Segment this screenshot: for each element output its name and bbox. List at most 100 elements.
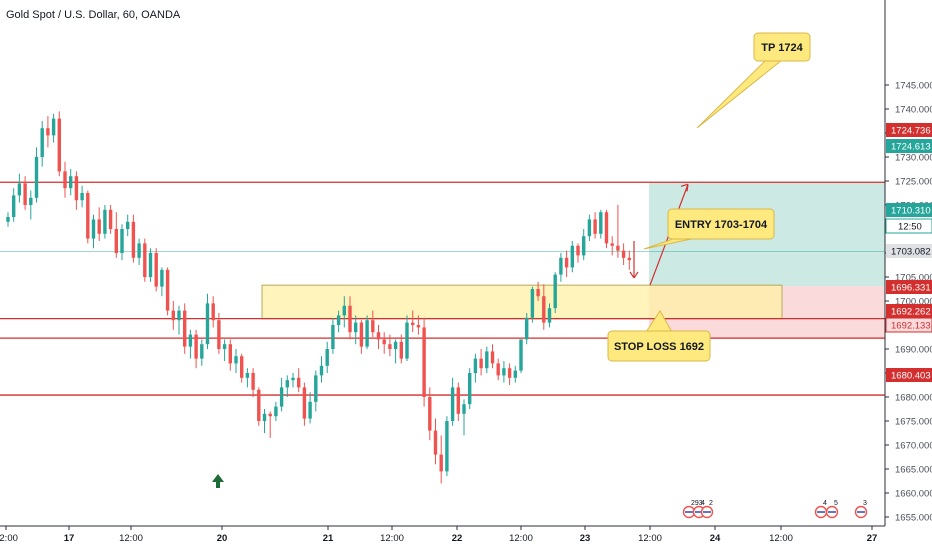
time-tick-label: 12:00	[380, 533, 404, 544]
candle	[507, 363, 512, 385]
candle-body	[536, 289, 540, 297]
candle	[331, 317, 335, 354]
time-tick-label: 12:00	[769, 533, 793, 544]
candle	[582, 229, 586, 261]
candle	[536, 281, 540, 301]
candle-body	[46, 128, 50, 136]
price-tag-bg	[886, 123, 932, 137]
candle-body	[559, 257, 563, 275]
candle-body	[376, 332, 381, 340]
candle-body	[74, 176, 79, 201]
price-tag-bg	[885, 218, 932, 234]
candle	[291, 373, 295, 388]
price-tag-bg	[886, 304, 932, 318]
candle	[336, 310, 341, 333]
candle	[445, 416, 449, 477]
price-tag-label: 1710.310	[891, 206, 931, 217]
candle	[314, 370, 318, 412]
time-axis[interactable]: 12:00 17 12:00 20 21 12:00 22 12:00 23 12:00 24 12:…	[0, 525, 885, 544]
candle-body	[148, 253, 153, 277]
price-tag-bg	[886, 368, 932, 382]
candle-body	[171, 310, 175, 321]
candle	[211, 296, 215, 328]
candle	[604, 209, 609, 249]
candle-body	[365, 320, 369, 347]
candle	[519, 339, 523, 373]
candle	[40, 121, 44, 167]
candle	[137, 238, 141, 265]
candle-body	[616, 245, 620, 251]
candle-body	[627, 257, 631, 261]
annotations[interactable]: TP 1724 ENTRY 1703-1704 STOP LOSS 1692	[607, 32, 811, 362]
candle-body	[137, 243, 141, 258]
candle	[348, 296, 352, 340]
candle-body	[411, 322, 415, 325]
candle-body	[422, 327, 426, 397]
candle	[12, 188, 16, 222]
candle-body	[114, 229, 118, 253]
event-badge-count: 5	[834, 500, 838, 507]
candle	[69, 169, 73, 196]
event-badge: 2	[700, 500, 714, 519]
time-tick-label: 12:00	[119, 533, 143, 544]
candle-body	[194, 334, 198, 359]
candle	[268, 411, 272, 438]
price-tag-label: 1703.082	[891, 247, 931, 258]
candle	[479, 349, 483, 376]
price-tag-label: 1680.403	[891, 371, 931, 382]
candle-body	[468, 373, 472, 405]
event-badge-count: 3	[863, 500, 867, 507]
candle	[297, 368, 301, 393]
event-badge-count: 2	[709, 500, 713, 507]
price-tag-bg	[886, 280, 932, 294]
price-tag: 1680.403	[886, 368, 932, 382]
candle-body	[439, 454, 443, 472]
candle-body	[97, 219, 101, 234]
candle	[51, 113, 56, 143]
candle-body	[564, 257, 569, 268]
candle-body	[450, 387, 455, 421]
candle	[530, 286, 535, 323]
candle-body	[160, 269, 164, 287]
candle-body	[257, 389, 261, 421]
candle	[393, 339, 398, 364]
horizontal-levels[interactable]	[0, 181, 885, 396]
candle-body	[525, 317, 529, 340]
price-tag-label: 1692.262	[891, 307, 931, 318]
candle-body	[17, 183, 22, 196]
price-tick-label: 1665.000	[895, 465, 932, 476]
time-tick-label: 21	[323, 533, 334, 544]
candle	[439, 435, 443, 484]
candle-body	[279, 387, 284, 407]
candle-body	[610, 243, 614, 246]
candle-body	[428, 397, 432, 431]
price-tag-bg	[886, 139, 932, 153]
candle	[593, 212, 597, 239]
candle-body	[325, 349, 329, 366]
candle-body	[274, 406, 278, 417]
candle-body	[131, 221, 136, 258]
price-tag-bg	[886, 244, 932, 258]
candle-body	[388, 344, 392, 349]
tp-callout-box	[753, 32, 811, 62]
price-tag: 1710.310	[886, 203, 932, 217]
candle-body	[205, 303, 210, 345]
price-tag-label: 1724.613	[891, 142, 931, 153]
symbol-title: Gold Spot / U.S. Dollar, 60, OANDA	[6, 9, 181, 21]
candle-body	[69, 176, 73, 189]
candle-body	[331, 325, 335, 349]
price-axis[interactable]: 1655.000 1660.000 1665.000 1670.000 1675.000…	[884, 0, 932, 526]
candle	[553, 272, 557, 313]
candle-body	[456, 387, 460, 414]
stop-loss-callout-text: STOP LOSS 1692	[614, 341, 704, 353]
entry-callout-text: ENTRY 1703-1704	[675, 219, 768, 231]
candle	[399, 334, 403, 364]
time-tick-label: 23	[580, 533, 591, 544]
price-tag-bg	[886, 203, 932, 217]
candle	[325, 341, 329, 373]
price-tags: 1724.736 1724.613 1710.310 12:50 1703.082 169…	[885, 123, 932, 382]
time-tick-label: 24	[710, 533, 721, 544]
candle-body	[297, 377, 301, 388]
tp-arrow-head	[680, 183, 689, 192]
